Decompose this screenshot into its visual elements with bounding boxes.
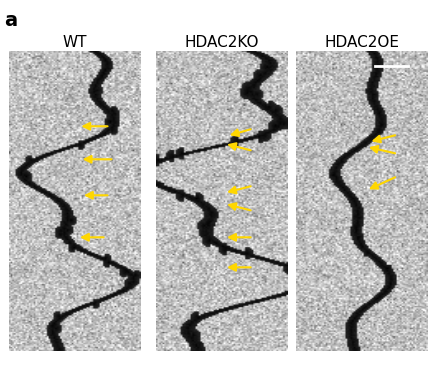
- Text: a: a: [4, 11, 18, 30]
- Title: HDAC2OE: HDAC2OE: [324, 35, 399, 50]
- Title: HDAC2KO: HDAC2KO: [184, 35, 258, 50]
- Title: WT: WT: [62, 35, 87, 50]
